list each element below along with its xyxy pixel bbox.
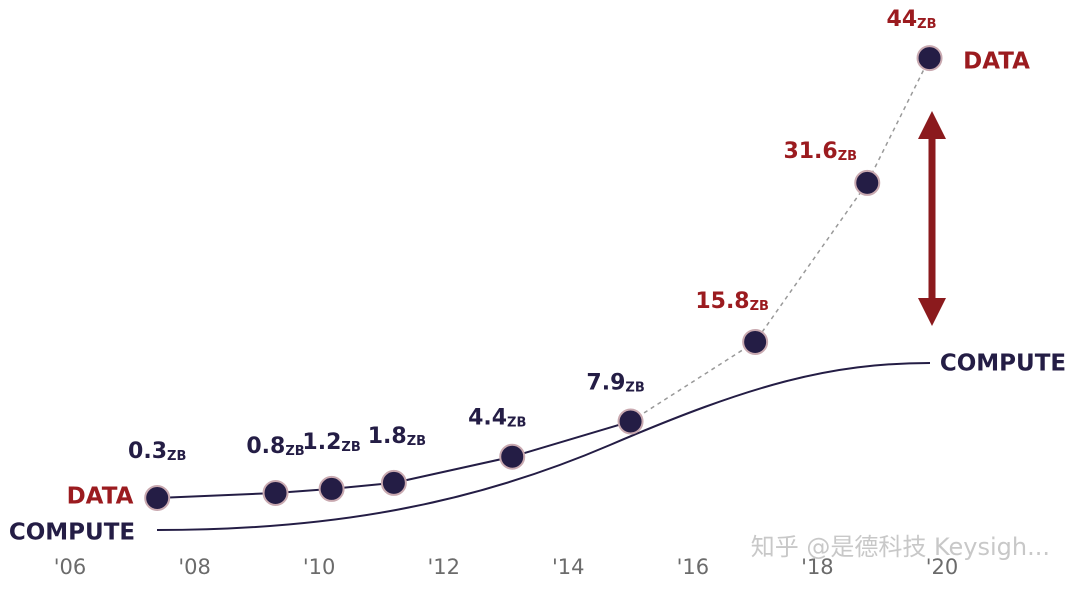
value-number: 44 bbox=[887, 7, 918, 32]
data-point bbox=[318, 475, 345, 502]
value-unit: ZB bbox=[507, 415, 526, 430]
value-unit: ZB bbox=[341, 439, 360, 454]
value-label: 4.4ZB bbox=[468, 406, 526, 431]
compute-label: COMPUTE bbox=[940, 351, 1066, 377]
value-label: 1.8ZB bbox=[368, 424, 426, 449]
x-tick-label: '20 bbox=[926, 555, 959, 579]
compute-curve bbox=[156, 362, 931, 531]
data-point bbox=[916, 45, 943, 72]
data-line bbox=[630, 57, 931, 423]
value-number: 15.8 bbox=[695, 289, 749, 314]
data-point bbox=[742, 328, 769, 355]
value-number: 1.2 bbox=[302, 430, 341, 455]
value-label: 44ZB bbox=[887, 7, 937, 32]
value-unit: ZB bbox=[407, 433, 426, 448]
value-number: 31.6 bbox=[783, 139, 837, 164]
value-unit: ZB bbox=[917, 17, 936, 32]
value-label: 0.3ZB bbox=[128, 439, 186, 464]
data-point bbox=[262, 479, 289, 506]
value-number: 1.8 bbox=[368, 424, 407, 449]
value-number: 0.3 bbox=[128, 439, 167, 464]
data-point bbox=[144, 484, 171, 511]
data-point bbox=[380, 469, 407, 496]
value-unit: ZB bbox=[625, 380, 644, 395]
x-tick-label: '10 bbox=[303, 555, 336, 579]
value-unit: ZB bbox=[838, 148, 857, 163]
x-tick-label: '08 bbox=[178, 555, 211, 579]
compute-label: COMPUTE bbox=[9, 520, 135, 546]
x-tick-label: '16 bbox=[677, 555, 710, 579]
value-number: 0.8 bbox=[246, 434, 285, 459]
series-label: DATA bbox=[963, 49, 1030, 75]
series-label: DATA bbox=[67, 484, 134, 510]
data-line bbox=[157, 420, 631, 499]
data-point bbox=[499, 443, 526, 470]
value-number: 7.9 bbox=[586, 370, 625, 395]
value-number: 4.4 bbox=[468, 406, 507, 431]
value-unit: ZB bbox=[167, 448, 186, 463]
x-tick-label: '06 bbox=[54, 555, 87, 579]
data-point bbox=[617, 408, 644, 435]
value-label: 15.8ZB bbox=[695, 289, 769, 314]
value-label: 0.8ZB bbox=[246, 434, 304, 459]
watermark: 知乎 @是德科技 Keysigh... bbox=[751, 533, 1050, 561]
value-unit: ZB bbox=[285, 443, 304, 458]
data-point bbox=[854, 169, 881, 196]
value-unit: ZB bbox=[750, 298, 769, 313]
value-label: 1.2ZB bbox=[302, 430, 360, 455]
x-tick-label: '18 bbox=[801, 555, 834, 579]
x-tick-label: '14 bbox=[552, 555, 585, 579]
value-label: 7.9ZB bbox=[586, 370, 644, 395]
value-label: 31.6ZB bbox=[783, 139, 857, 164]
x-tick-label: '12 bbox=[427, 555, 460, 579]
